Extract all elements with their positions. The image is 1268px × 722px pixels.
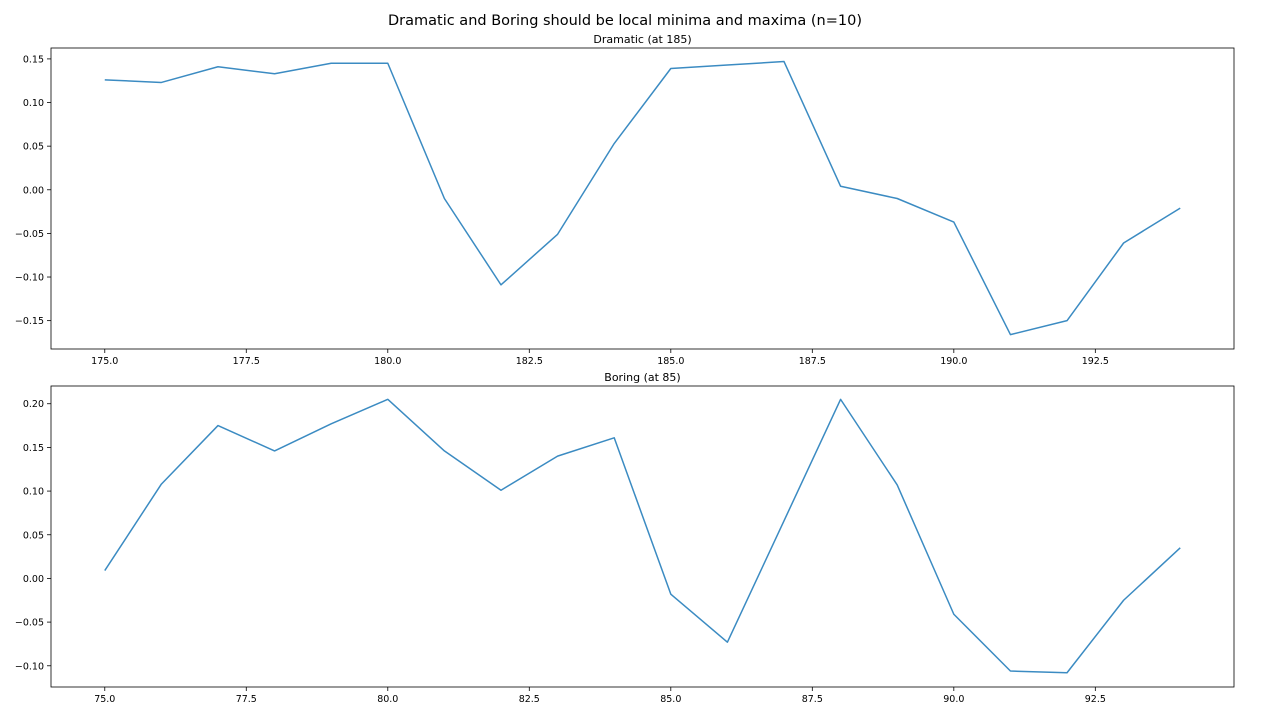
dramatic-x-tick-label: 175.0	[91, 356, 118, 367]
boring-y-tick-label: 0.10	[23, 487, 44, 498]
dramatic-y-tick-label: 0.15	[23, 54, 44, 65]
dramatic-x-tick-label: 180.0	[374, 356, 401, 367]
dramatic-series-line	[104, 60, 1181, 336]
dramatic-y-tick-label: 0.05	[23, 142, 44, 153]
figure-suptitle: Dramatic and Boring should be local mini…	[388, 13, 862, 29]
boring-y-tick-label: 0.20	[23, 399, 44, 410]
boring-y-tick-label: 0.00	[23, 574, 44, 585]
boring-x-tick-label: 92.5	[1085, 694, 1106, 705]
boring-y-tick-label: −0.05	[15, 618, 44, 629]
dramatic-title: Dramatic (at 185)	[593, 33, 691, 46]
boring-x-tick-label: 82.5	[519, 694, 540, 705]
dramatic-y-tick-label: −0.15	[15, 316, 44, 327]
boring-plot-frame	[50, 385, 1235, 688]
boring-y-tick-label: 0.15	[23, 443, 44, 454]
boring-x-tick-label: 87.5	[802, 694, 823, 705]
dramatic-y-tick-label: 0.10	[23, 98, 44, 109]
boring-x-tick-label: 77.5	[236, 694, 257, 705]
dramatic-y-tick-label: −0.10	[15, 273, 44, 284]
boring-y-tick-label: −0.10	[15, 661, 44, 672]
boring-x-tick-label: 85.0	[660, 694, 681, 705]
dramatic-x-tick-label: 185.0	[657, 356, 684, 367]
axes-boring: Boring (at 85) 75.0 77.5 80.0 82.5 85.0 87.5 90…	[15, 371, 1235, 705]
axes-dramatic: Dramatic (at 185) 175.0 177.5 180.0 182.5 185…	[15, 33, 1235, 367]
dramatic-x-tick-label: 182.5	[516, 356, 543, 367]
boring-x-tick-label: 80.0	[377, 694, 398, 705]
dramatic-y-tick-label: −0.05	[15, 229, 44, 240]
boring-title: Boring (at 85)	[604, 371, 680, 384]
dramatic-x-tick-label: 187.5	[799, 356, 826, 367]
boring-y-tick-label: 0.05	[23, 530, 44, 541]
dramatic-y-tick-label: 0.00	[23, 185, 44, 196]
boring-x-tick-label: 90.0	[943, 694, 964, 705]
dramatic-x-tick-label: 190.0	[940, 356, 967, 367]
boring-series-line	[104, 398, 1181, 674]
boring-x-tick-label: 75.0	[94, 694, 115, 705]
dramatic-plot-frame	[50, 47, 1235, 350]
dramatic-x-tick-label: 177.5	[233, 356, 260, 367]
dramatic-x-tick-label: 192.5	[1082, 356, 1109, 367]
